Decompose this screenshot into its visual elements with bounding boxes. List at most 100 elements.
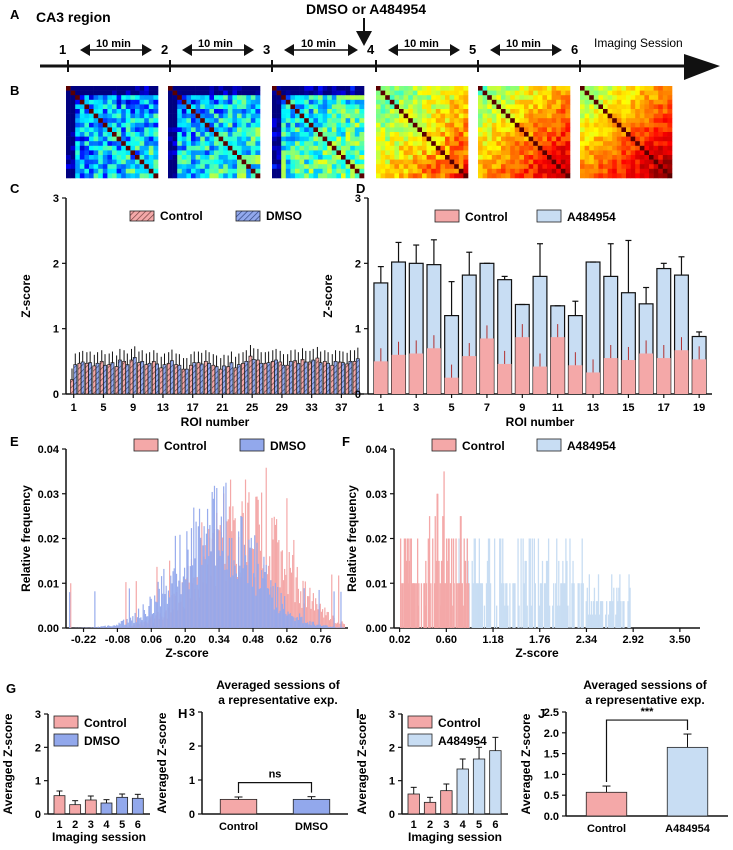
- heatmap-cell: [612, 164, 618, 170]
- heatmap-cell: [186, 99, 192, 105]
- heatmap-cell: [285, 95, 291, 101]
- heatmap-cell: [435, 159, 441, 165]
- heatmap-cell: [537, 99, 543, 105]
- heatmap-cell: [139, 132, 145, 137]
- dmso-histogram-bar: [255, 595, 257, 628]
- heatmap-cell: [616, 118, 622, 124]
- heatmap-cell: [148, 132, 154, 137]
- heatmap-cell: [227, 118, 233, 124]
- heatmap-cell: [542, 141, 548, 147]
- heatmap-cell: [380, 127, 386, 133]
- control-histogram-bar: [288, 552, 290, 628]
- heatmap-cell: [336, 164, 342, 170]
- dmso-histogram-bar: [159, 606, 162, 628]
- heatmap-cell: [246, 104, 252, 110]
- heatmap-cell: [658, 118, 664, 124]
- heatmap-cell: [412, 132, 418, 137]
- dmso-histogram-bar: [137, 608, 140, 628]
- dmso-histogram-bar: [151, 613, 153, 628]
- heatmap-cell: [304, 155, 310, 160]
- heatmap-cell: [214, 168, 219, 174]
- session-number: 6: [571, 42, 578, 57]
- heatmap-cell: [584, 150, 590, 156]
- heatmap-cell: [350, 159, 356, 165]
- heatmap-cell: [385, 155, 391, 160]
- control-histogram-bar: [416, 538, 419, 628]
- heatmap-cell: [341, 173, 346, 179]
- control-histogram-bar: [310, 608, 312, 628]
- heatmap-cell: [547, 159, 552, 165]
- heatmap-cell: [491, 95, 497, 101]
- heatmap-cell: [246, 86, 252, 91]
- heatmap-cell: [560, 168, 566, 174]
- heatmap-cell: [542, 122, 548, 128]
- heatmap-cell: [359, 141, 365, 147]
- session-bar: [84, 799, 97, 815]
- heatmap-cell: [389, 155, 395, 160]
- heatmap-cell: [168, 155, 173, 160]
- heatmap-cell: [653, 132, 659, 137]
- heatmap-cell: [139, 122, 145, 128]
- panel-a-timeline: A CA3 region DMSO or A484954 1 10 min 2 10 …: [10, 1, 720, 80]
- heatmap-cell: [121, 99, 127, 105]
- heatmap-cell: [153, 145, 159, 151]
- heatmap-cell: [322, 113, 328, 119]
- a484954-histogram-bar: [566, 560, 568, 628]
- heatmap-cell: [255, 136, 261, 142]
- control-bar: [114, 366, 119, 395]
- heatmap-cell: [107, 113, 113, 119]
- heatmap-cell: [350, 132, 356, 137]
- heatmap-cell: [204, 155, 210, 160]
- heatmap-cell: [121, 104, 127, 110]
- heatmap-cell: [607, 95, 613, 101]
- heatmap-cell: [125, 159, 131, 165]
- heatmap-cell: [487, 155, 493, 160]
- heatmap-cell: [449, 122, 455, 128]
- heatmap-cell: [487, 99, 493, 105]
- heatmap-cell: [144, 132, 150, 137]
- dmso-histogram-bar: [221, 550, 224, 628]
- heatmap-cell: [232, 164, 238, 170]
- heatmap-cell: [399, 159, 404, 165]
- a484954-histogram-bar: [540, 583, 543, 628]
- heatmap-cell: [102, 90, 108, 96]
- heatmap-cell: [482, 99, 488, 105]
- heatmap-cell: [417, 118, 423, 124]
- heatmap-cell: [232, 127, 238, 133]
- heatmap-cell: [172, 113, 178, 119]
- heatmap-cell: [144, 99, 150, 105]
- heatmap-cell: [345, 86, 351, 91]
- heatmap-cell: [172, 155, 178, 160]
- heatmap-cell: [639, 122, 645, 128]
- heatmap-cell: [422, 141, 427, 147]
- heatmap-cell: [218, 104, 224, 110]
- heatmap-cell: [537, 90, 543, 96]
- heatmap-cell: [322, 159, 328, 165]
- heatmap-cell: [454, 122, 460, 128]
- heatmap-cell: [327, 150, 333, 156]
- heatmap-cell: [649, 118, 654, 124]
- y-axis-label: Averaged Z-score: [355, 713, 369, 814]
- heatmap-cell: [107, 90, 113, 96]
- heatmap-cell: [304, 122, 310, 128]
- interval-label: 10 min: [301, 38, 336, 50]
- heatmap-cell: [209, 122, 215, 128]
- heatmap-cell: [662, 113, 668, 119]
- heatmap-cell: [589, 99, 595, 105]
- heatmap-cell: [327, 113, 333, 119]
- heatmap-cell: [478, 141, 483, 147]
- heatmap-cell: [209, 173, 215, 179]
- heatmap-cell: [200, 159, 206, 165]
- a484954-histogram-bar: [537, 538, 540, 628]
- x-tick-label: 2: [427, 819, 433, 831]
- heatmap-cell: [181, 118, 187, 124]
- heatmap-cell: [359, 118, 365, 124]
- dmso-histogram-bar: [243, 544, 245, 628]
- heatmap-cell: [639, 99, 645, 105]
- heatmap-cell: [519, 155, 525, 160]
- a484954-histogram-bar: [616, 587, 618, 628]
- heatmap-cell: [584, 145, 590, 151]
- heatmap-cell: [449, 168, 455, 174]
- heatmap-cell: [514, 99, 520, 105]
- heatmap-cell: [290, 145, 296, 151]
